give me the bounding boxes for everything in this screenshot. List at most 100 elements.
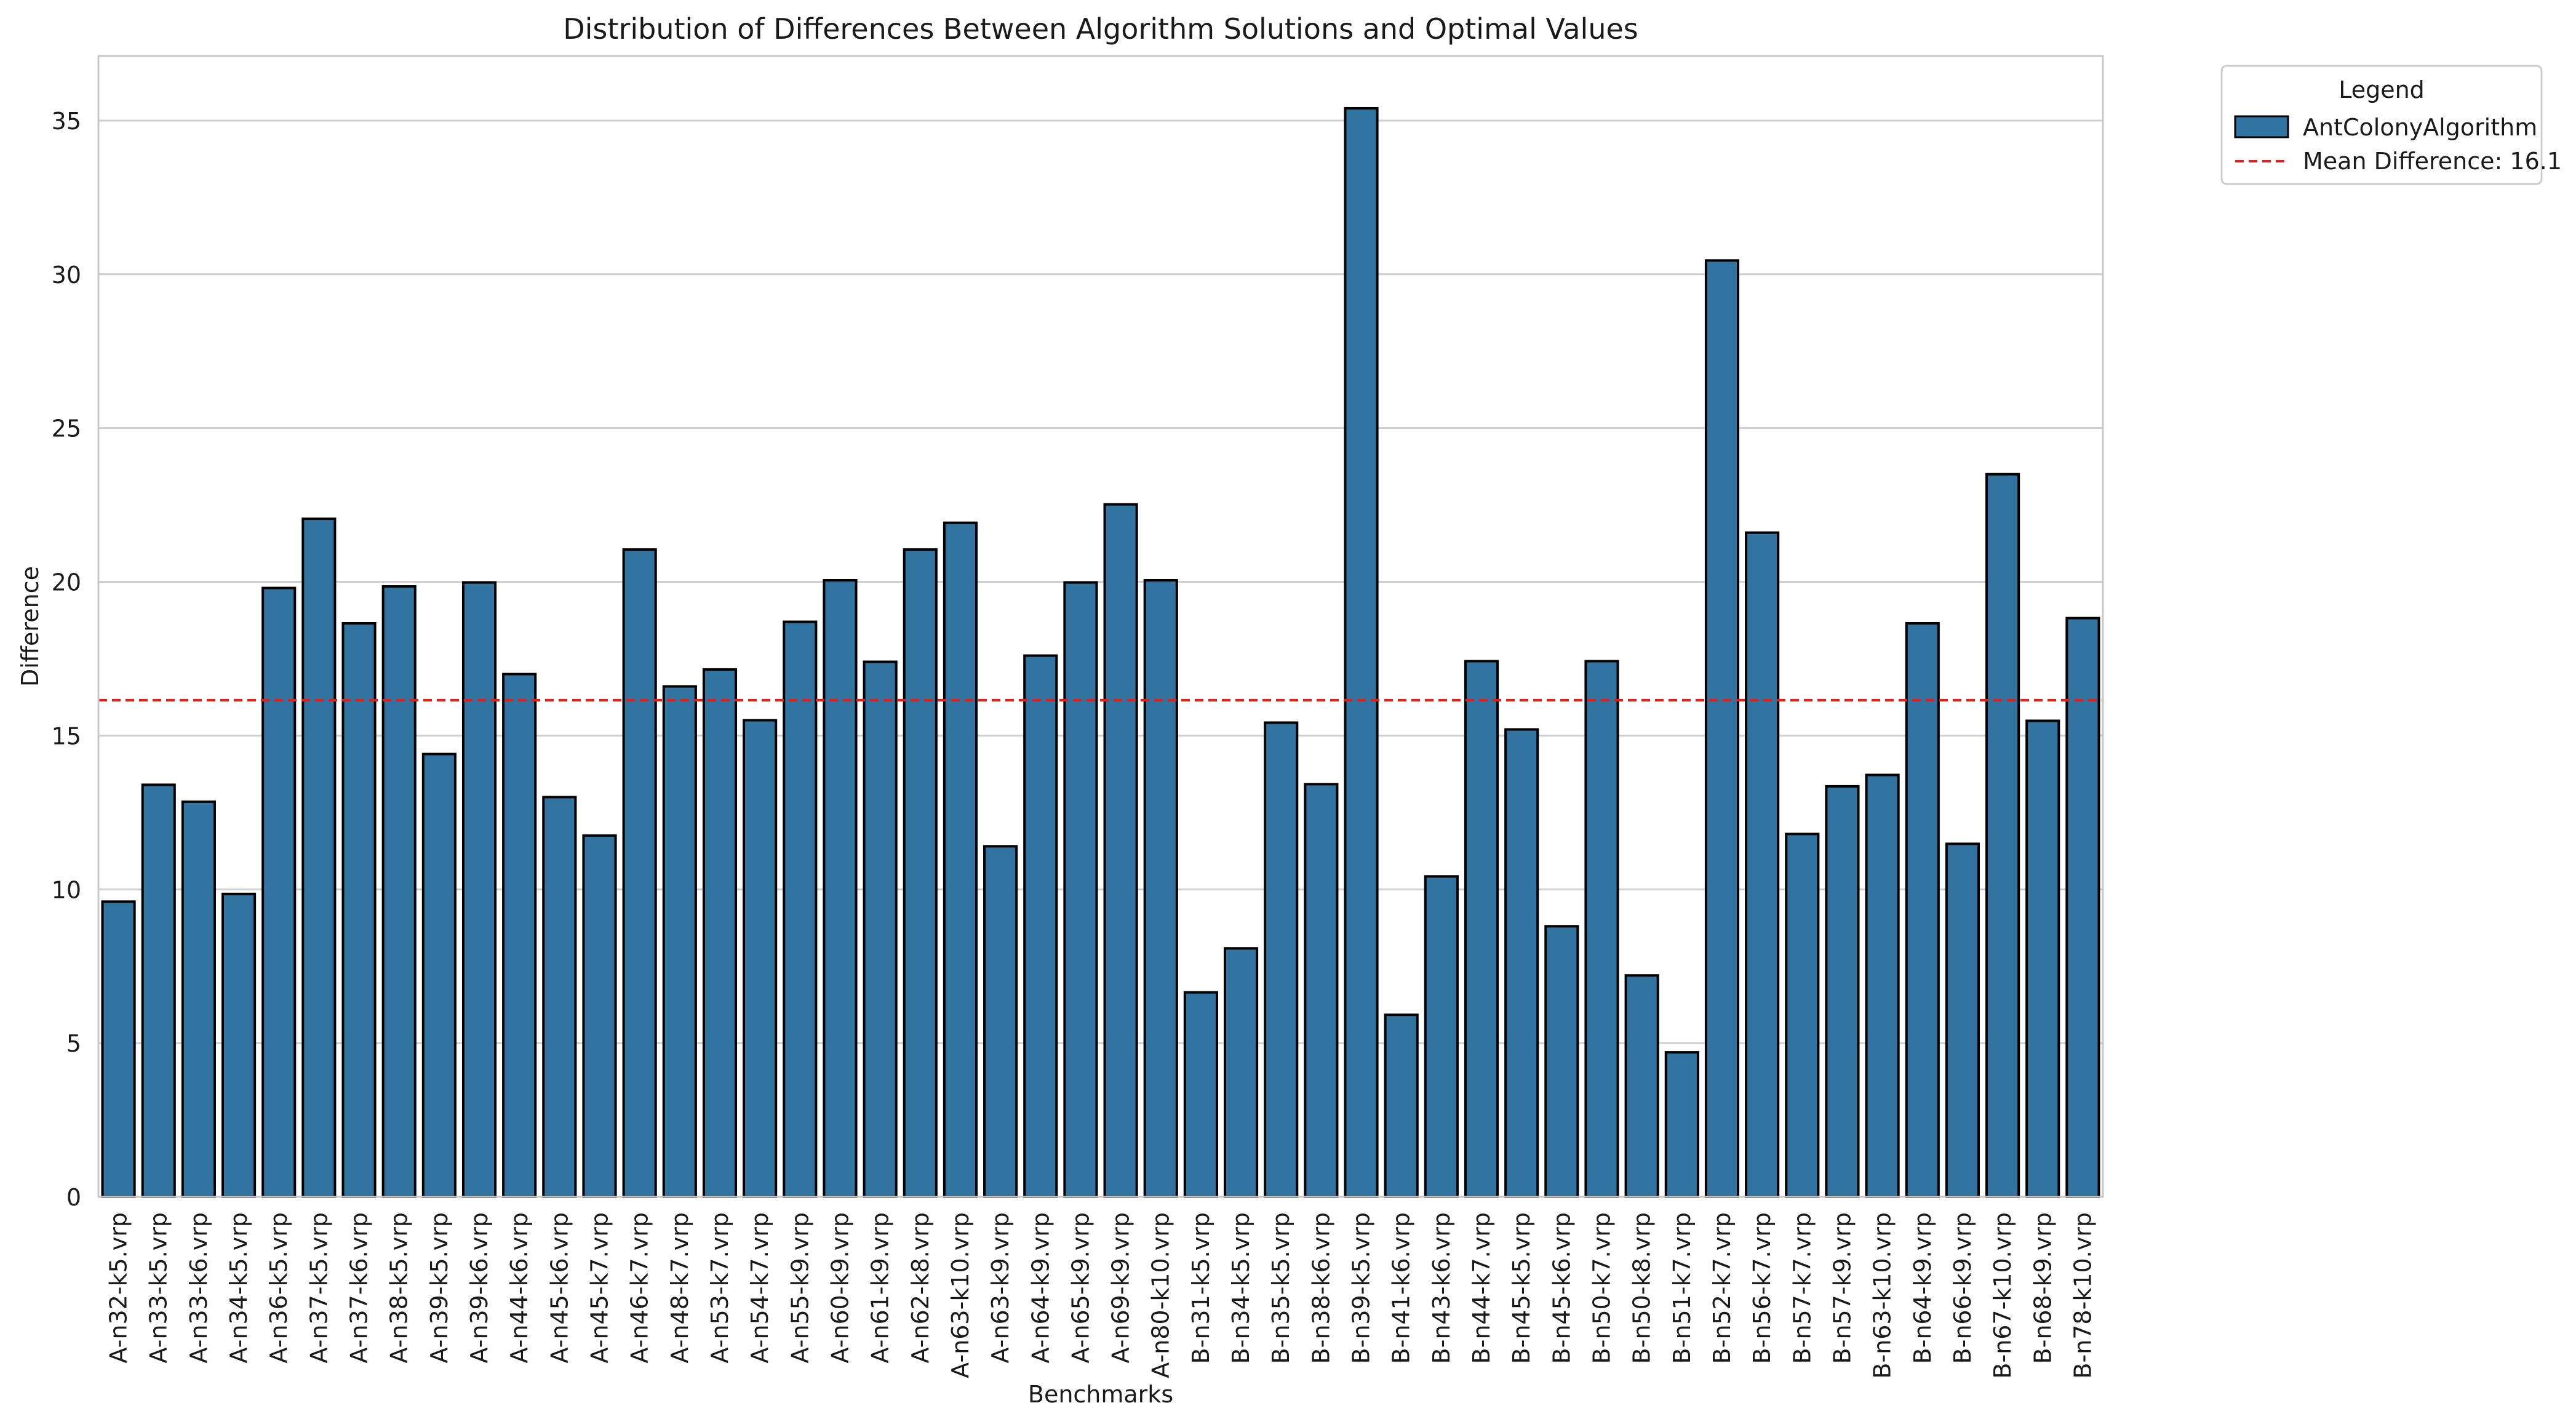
bar (542, 796, 577, 1199)
y-tick-label: 30 (52, 262, 81, 289)
x-tick-label: B-n45-k5.vrp (1508, 1212, 1535, 1364)
x-tick-label: A-n64-k9.vrp (1027, 1212, 1054, 1364)
bar (181, 800, 216, 1198)
legend-box (2220, 65, 2543, 185)
x-tick-label: A-n44-k6.vrp (506, 1212, 533, 1364)
bar (1544, 925, 1579, 1198)
x-tick-label: B-n57-k7.vrp (1788, 1212, 1816, 1364)
x-tick-label: A-n37-k6.vrp (346, 1212, 373, 1364)
x-tick-label: A-n63-k10.vrp (947, 1212, 974, 1378)
bar (1183, 991, 1218, 1198)
bar (1785, 833, 1820, 1199)
bar (141, 783, 176, 1198)
x-tick-label: A-n38-k5.vrp (386, 1212, 413, 1364)
bar (1865, 773, 1900, 1198)
x-tick-label: B-n45-k6.vrp (1548, 1212, 1575, 1364)
legend-swatch-series (2234, 115, 2289, 138)
bar (1945, 842, 1980, 1198)
legend: Legend AntColonyAlgorithm Mean Differenc… (2220, 65, 2562, 185)
bar (783, 620, 818, 1198)
x-tick-label: B-n50-k7.vrp (1589, 1212, 1616, 1364)
y-axis-label: Difference (17, 566, 44, 687)
x-tick-label: B-n39-k5.vrp (1348, 1212, 1375, 1364)
bar (1985, 473, 2020, 1198)
y-tick-label: 20 (52, 569, 81, 596)
legend-mean-label: Mean Difference: 16.1 (2303, 148, 2562, 175)
bar (1745, 531, 1780, 1199)
x-tick-label: B-n41-k6.vrp (1388, 1212, 1415, 1364)
bar (662, 685, 697, 1198)
y-tick-labels: 0 5 10 15 20 25 30 35 (52, 108, 81, 1211)
x-tick-label: A-n53-k7.vrp (706, 1212, 733, 1364)
bar (421, 753, 457, 1199)
bar (823, 579, 858, 1198)
x-tick-label: B-n67-k10.vrp (1989, 1212, 2016, 1379)
bar (1023, 654, 1058, 1198)
bar (381, 585, 417, 1198)
x-tick-label: A-n61-k9.vrp (867, 1212, 894, 1364)
x-axis-label: Benchmarks (1028, 1381, 1173, 1408)
bars (101, 106, 2100, 1199)
y-tick-label: 25 (52, 415, 81, 442)
bar (1905, 622, 1940, 1198)
x-tick-label: B-n78-k10.vrp (2069, 1212, 2096, 1379)
bar (221, 892, 257, 1198)
y-tick-label: 15 (52, 722, 81, 749)
bar (983, 845, 1018, 1198)
x-tick-label: A-n60-k9.vrp (826, 1212, 853, 1364)
bar (1704, 259, 1740, 1198)
legend-series-label: AntColonyAlgorithm (2303, 114, 2537, 141)
bar (1063, 581, 1098, 1198)
bar (1103, 503, 1138, 1198)
x-tick-label: A-n33-k5.vrp (145, 1212, 172, 1364)
bar (903, 548, 938, 1198)
y-tick-label: 35 (52, 108, 81, 135)
x-tick-label: B-n56-k7.vrp (1749, 1212, 1776, 1364)
x-tick-label: A-n69-k9.vrp (1107, 1212, 1134, 1364)
y-tick-label: 10 (52, 876, 81, 903)
bar (101, 900, 136, 1199)
bar (943, 521, 978, 1198)
x-tick-label: A-n80-k10.vrp (1147, 1212, 1174, 1378)
x-tick-label: B-n34-k5.vrp (1227, 1212, 1254, 1364)
bar (461, 581, 497, 1198)
bar (1344, 106, 1379, 1198)
plot-frame (97, 55, 2104, 1198)
x-tick-label: B-n51-k7.vrp (1669, 1212, 1696, 1364)
x-tick-label: A-n36-k5.vrp (265, 1212, 292, 1364)
bar (1504, 728, 1539, 1198)
x-tick-label: B-n68-k9.vrp (2029, 1212, 2056, 1364)
bar (1143, 579, 1178, 1198)
x-tick-label: A-n65-k9.vrp (1067, 1212, 1094, 1364)
x-tick-label: A-n39-k6.vrp (466, 1212, 493, 1364)
bar (1825, 785, 1860, 1198)
bar (301, 518, 337, 1198)
x-tick-label: B-n38-k6.vrp (1307, 1212, 1334, 1364)
x-tick-label: A-n33-k6.vrp (185, 1212, 212, 1364)
x-tick-label: B-n57-k9.vrp (1828, 1212, 1856, 1364)
bar (1664, 1051, 1699, 1199)
x-tick-label: A-n32-k5.vrp (105, 1212, 132, 1364)
bar (1304, 783, 1339, 1198)
bar (582, 834, 617, 1199)
x-tick-label: A-n62-k8.vrp (907, 1212, 934, 1364)
bar (1223, 947, 1259, 1198)
x-tick-label: A-n45-k7.vrp (586, 1212, 613, 1364)
x-tick-label: B-n52-k7.vrp (1709, 1212, 1736, 1364)
y-tick-label: 0 (66, 1184, 81, 1211)
bar (622, 548, 657, 1198)
x-tick-label: A-n45-k6.vrp (546, 1212, 573, 1364)
x-tick-label: A-n55-k9.vrp (786, 1212, 813, 1364)
x-tick-label: B-n35-k5.vrp (1267, 1212, 1294, 1364)
x-tick-label: B-n44-k7.vrp (1468, 1212, 1495, 1364)
x-tick-label: B-n66-k9.vrp (1949, 1212, 1976, 1364)
x-tick-label: A-n46-k7.vrp (626, 1212, 653, 1364)
x-tick-label: A-n37-k5.vrp (305, 1212, 332, 1364)
bar (1264, 721, 1299, 1198)
bar (1424, 875, 1459, 1198)
bar (502, 673, 537, 1199)
bar (1464, 660, 1499, 1198)
bar (2065, 617, 2100, 1198)
